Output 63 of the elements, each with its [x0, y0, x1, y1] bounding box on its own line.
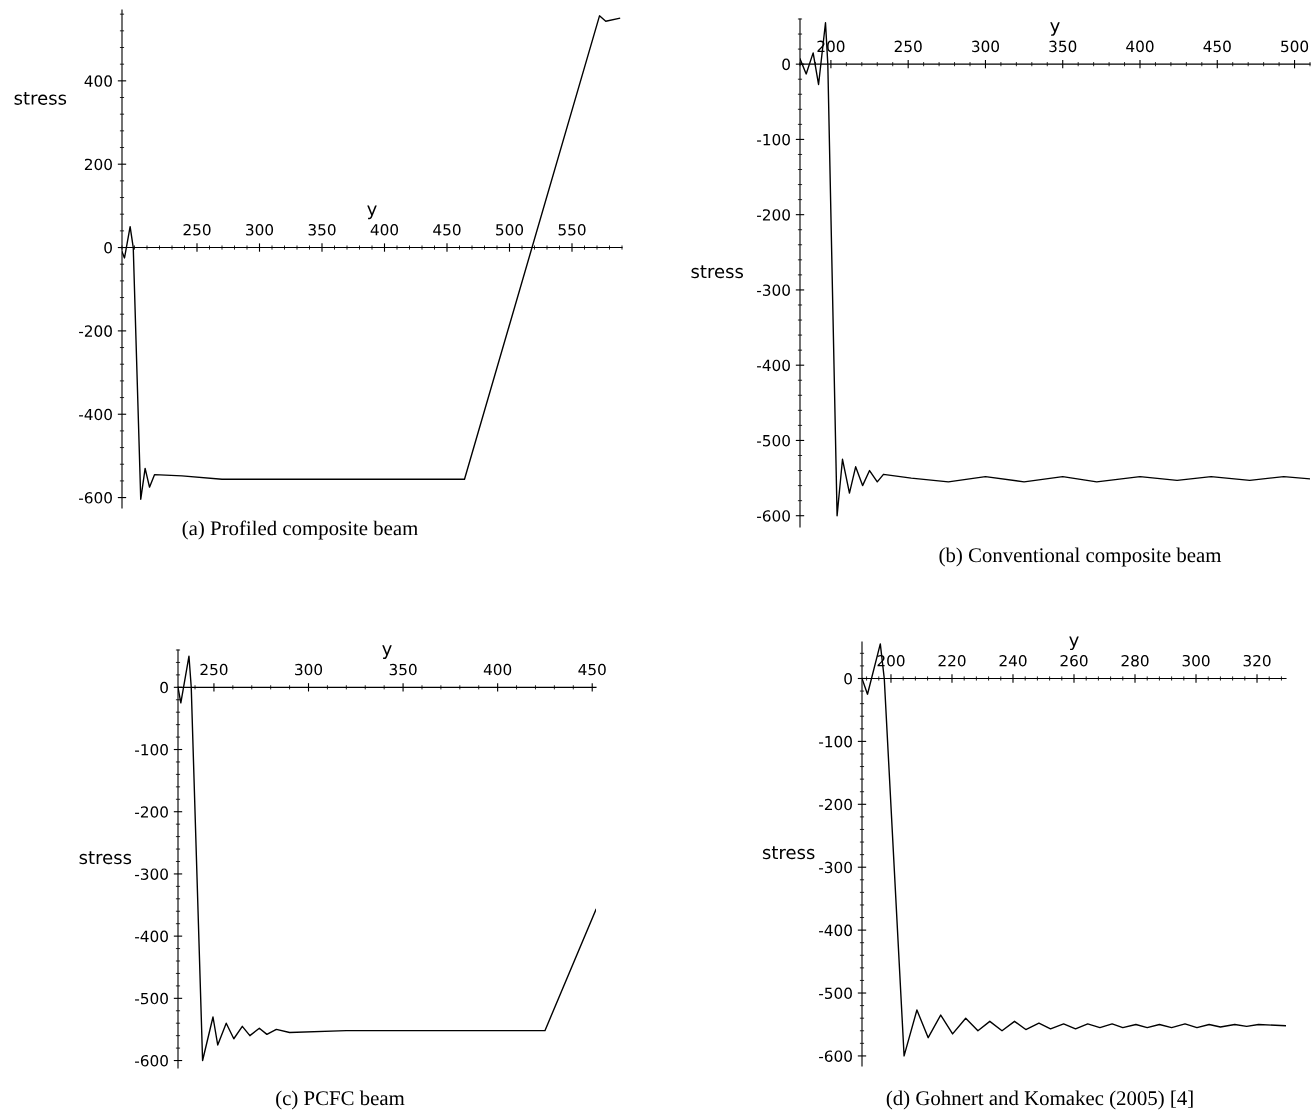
y-tick-label: -400: [757, 359, 790, 372]
x-tick-label: 300: [295, 663, 323, 676]
x-tick-label: 500: [1281, 40, 1309, 53]
x-tick-label: 550: [558, 224, 586, 236]
y-tick-label: -500: [757, 434, 790, 447]
y-axis-title: stress: [79, 851, 132, 865]
y-tick-label: -400: [819, 924, 852, 937]
y-tick-label: -500: [135, 992, 168, 1005]
y-tick-label: -600: [757, 510, 790, 522]
y-tick-label: 0: [160, 681, 168, 694]
y-axis-title: stress: [14, 91, 67, 105]
x-tick-label: 350: [389, 663, 417, 676]
x-tick-label: 400: [483, 663, 512, 676]
y-tick-label: -200: [757, 209, 790, 221]
text: (c) PCFC beam: [276, 1090, 405, 1110]
x-tick-label: 300: [972, 40, 1000, 53]
y-tick-label: -400: [79, 408, 112, 421]
y-tick-label: -300: [135, 868, 168, 880]
x-tick-label: 400: [370, 224, 399, 236]
x-tick-label: 250: [200, 663, 228, 676]
y-axis-title: stress: [762, 846, 815, 860]
text: (b) Conventional composite beam: [939, 547, 1222, 567]
y-tick-label: 400: [84, 75, 112, 87]
y-tick-label: -300: [757, 284, 790, 296]
text: (a) Profiled composite beam: [182, 520, 418, 540]
x-tick-label: 320: [1243, 654, 1271, 667]
x-tick-label: 250: [894, 40, 922, 53]
x-tick-label: 400: [1126, 40, 1154, 53]
x-axis-title: y: [382, 645, 392, 659]
x-tick-label: 500: [496, 224, 524, 236]
x-tick-label: 450: [1203, 40, 1231, 53]
text: (d) Gohnert and Komakec (2005) [4]: [886, 1090, 1193, 1110]
y-tick-label: -100: [757, 133, 790, 146]
x-tick-label: 260: [1060, 654, 1088, 667]
y-tick-label: -200: [135, 806, 168, 818]
x-tick-label: 300: [1182, 654, 1210, 667]
y-tick-label: 0: [104, 242, 112, 254]
x-tick-label: 300: [246, 224, 274, 236]
x-tick-label: 250: [183, 224, 211, 236]
y-tick-label: -100: [135, 743, 168, 756]
y-tick-label: -200: [819, 798, 852, 811]
x-axis-title: y: [1050, 22, 1060, 36]
x-axis-title: y: [367, 205, 377, 220]
x-tick-label: 450: [433, 224, 461, 236]
y-tick-label: 0: [782, 58, 790, 71]
x-tick-label: 220: [938, 654, 966, 667]
y-tick-label: -100: [819, 735, 852, 748]
y-tick-label: -200: [79, 325, 112, 337]
y-tick-label: -600: [79, 492, 112, 504]
x-tick-label: 350: [308, 224, 336, 236]
y-axis-title: stress: [691, 265, 744, 279]
y-tick-label: -400: [135, 930, 168, 943]
y-tick-label: -600: [819, 1050, 852, 1062]
y-tick-label: -500: [819, 987, 852, 1000]
y-tick-label: 0: [844, 672, 852, 685]
x-tick-label: 280: [1121, 654, 1149, 667]
x-axis-title: y: [1069, 636, 1079, 651]
x-tick-label: 350: [1049, 40, 1077, 53]
y-tick-label: 200: [84, 158, 112, 171]
x-tick-label: 240: [999, 654, 1027, 667]
y-tick-label: -300: [819, 861, 852, 874]
y-tick-label: -600: [135, 1055, 168, 1067]
x-tick-label: 450: [578, 663, 606, 676]
